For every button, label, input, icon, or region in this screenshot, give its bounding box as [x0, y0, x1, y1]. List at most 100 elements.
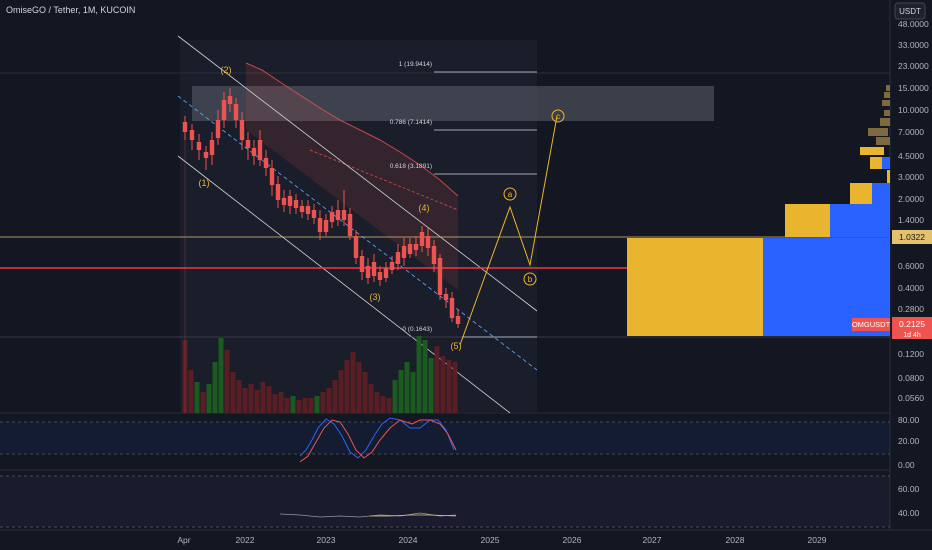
symbol-tag-label: OMGUSDT [852, 320, 891, 329]
time-tick-label: 2023 [317, 535, 336, 545]
volume-profile-bar [882, 100, 890, 106]
volume-bar [284, 398, 290, 413]
wave-label: (5) [451, 341, 462, 351]
current-price-label: 0.2125 [899, 319, 925, 329]
volume-bar [398, 370, 404, 413]
volume-bar [188, 370, 194, 413]
candle-body [395, 252, 401, 264]
candle-body [245, 140, 251, 148]
price-tick-label: 15.0000 [898, 83, 929, 93]
candle-body [305, 206, 311, 214]
channel-top-line [177, 35, 538, 312]
osc1-band [0, 422, 890, 454]
candle-body [299, 206, 305, 212]
volume-bar [368, 384, 374, 413]
volume-profile-bar [882, 157, 890, 169]
volume-profile-bar [880, 118, 890, 126]
osc1-tick-label: 80.00 [898, 415, 920, 425]
volume-bar [278, 392, 284, 413]
time-tick-label: Apr [177, 535, 190, 545]
channel-shade [246, 63, 458, 290]
volume-bar [230, 372, 236, 413]
wave-label: (3) [370, 292, 381, 302]
volume-bar [428, 358, 434, 413]
wave-label: b [528, 275, 533, 284]
volume-profile-bar [876, 137, 890, 145]
volume-bar [446, 360, 452, 413]
price-tick-label: 10.0000 [898, 105, 929, 115]
price-tick-label: 0.0800 [898, 373, 924, 383]
osc1-k-line [299, 417, 455, 459]
price-tick-label: 2.0000 [898, 194, 924, 204]
osc1-tick-label: 20.00 [898, 436, 920, 446]
volume-profile-bar [872, 183, 890, 204]
price-tick-label: 3.0000 [898, 172, 924, 182]
wave-projection-path [459, 115, 558, 346]
volume-bar [422, 340, 428, 413]
osc1-d-line [299, 419, 457, 463]
candle-body [317, 218, 323, 232]
candle-body [263, 158, 269, 168]
candle-body [189, 130, 195, 140]
volume-bar [308, 398, 314, 413]
osc2-band [0, 476, 890, 527]
candle-body [449, 298, 455, 318]
volume-bar [338, 370, 344, 413]
volume-bar [182, 340, 188, 413]
volume-profile-bar [627, 238, 763, 336]
volume-bar [410, 372, 416, 413]
volume-bar [356, 362, 362, 413]
volume-bar [326, 388, 332, 413]
candle-body [239, 120, 245, 140]
volume-bar [302, 398, 308, 413]
wave-label: a [508, 190, 513, 199]
volume-profile-bar [850, 183, 872, 204]
candle-body [371, 262, 377, 276]
volume-bar [248, 384, 254, 413]
volume-bar [272, 394, 278, 413]
volume-bar [392, 380, 398, 413]
candle-body [275, 184, 281, 200]
candle-body [329, 212, 335, 222]
time-tick-label: 2024 [399, 535, 418, 545]
price-tick-label: 0.2800 [898, 304, 924, 314]
volume-profile-bar [870, 157, 882, 169]
price-tick-label: 23.0000 [898, 61, 929, 71]
currency-button-label: USDT [899, 7, 921, 16]
candle-body [407, 244, 413, 254]
volume-profile-bar [785, 204, 830, 237]
price-tick-label: 7.0000 [898, 127, 924, 137]
candle-body [413, 244, 419, 250]
volume-bar [200, 392, 206, 413]
volume-bar [374, 392, 380, 413]
volume-bar [416, 336, 422, 413]
level-price-tag [892, 230, 932, 244]
level-price-label: 1.0322 [899, 232, 925, 242]
channel-mid-line [177, 95, 538, 371]
time-tick-label: 2022 [236, 535, 255, 545]
wave-label: c [556, 112, 560, 121]
volume-profile-bar [884, 110, 890, 116]
volume-profile-bar [884, 92, 890, 98]
candle-body [281, 198, 287, 205]
osc2-signal-line [370, 514, 457, 517]
currency-button [894, 2, 926, 20]
price-tick-label: 0.4000 [898, 283, 924, 293]
candle-body [383, 268, 389, 278]
candle-body [443, 294, 449, 300]
wave-circle [523, 272, 537, 286]
candle-body [251, 148, 257, 156]
volume-bar [350, 352, 356, 413]
candle-body [215, 120, 221, 138]
osc1-tick-label: 0.00 [898, 460, 915, 470]
time-tick-label: 2029 [808, 535, 827, 545]
price-tick-label: 4.5000 [898, 151, 924, 161]
volume-bar [386, 398, 392, 413]
candle-body [389, 262, 395, 270]
candle-body [233, 104, 239, 120]
candle-body [287, 196, 293, 206]
candle-body [182, 122, 188, 132]
price-tick-label: 0.0560 [898, 393, 924, 403]
fib-level-label: 1 (19.9414) [399, 61, 432, 68]
